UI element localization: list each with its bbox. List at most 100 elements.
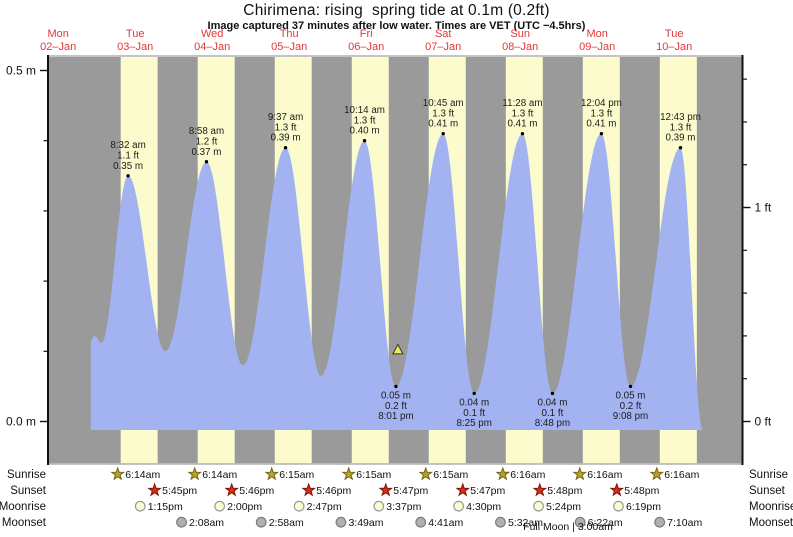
high-tide-dot xyxy=(204,160,209,164)
moonrise-circle-icon xyxy=(373,500,385,512)
high-tide-time-label: 8:58 am xyxy=(189,126,224,137)
day-name-label: Mon xyxy=(586,28,607,40)
moonrise-time: 5:24pm xyxy=(546,501,581,513)
high-tide-m-label: 0.41 m xyxy=(508,119,538,130)
moonset-time: 2:08am xyxy=(189,517,224,529)
chart-subtitle: Image captured 37 minutes after low wate… xyxy=(207,20,586,32)
sunset-time: 5:45pm xyxy=(162,485,197,497)
moonrise-circle-icon xyxy=(134,500,146,512)
day-date-label: 10–Jan xyxy=(656,41,692,53)
high-tide-time-label: 8:32 am xyxy=(110,140,145,151)
moonrise-circle-icon xyxy=(453,500,465,512)
day-date-label: 09–Jan xyxy=(579,41,615,53)
sunrise-time: 6:15am xyxy=(433,469,468,481)
day-name-label: Mon xyxy=(47,28,68,40)
high-tide-time-label: 10:14 am xyxy=(344,105,385,116)
moonset-time: 2:58am xyxy=(269,517,304,529)
day-name-label: Sun xyxy=(510,28,530,40)
high-tide-time-label: 12:04 pm xyxy=(581,98,622,109)
moonrise-time: 2:00pm xyxy=(227,501,262,513)
low-tide-dot xyxy=(550,391,555,396)
moonset-time: 5:32am xyxy=(508,517,543,529)
sunset-star-icon xyxy=(301,482,317,497)
sunrise-time: 6:15am xyxy=(356,469,391,481)
moonrise-circle-icon xyxy=(293,500,305,512)
row-label-left-sunset: Sunset xyxy=(10,485,47,497)
sunrise-star-icon xyxy=(110,466,126,481)
high-tide-dot xyxy=(283,146,288,150)
high-tide-m-label: 0.39 m xyxy=(271,133,301,144)
high-tide-time-label: 12:43 pm xyxy=(660,112,701,123)
row-label-left-sunrise: Sunrise xyxy=(7,469,46,481)
high-tide-ft-label: 1.3 ft xyxy=(275,122,297,133)
left-axis-tick-label: 0.0 m xyxy=(6,415,36,429)
row-label-right-moonset: Moonset xyxy=(749,517,793,529)
row-label-right-sunset: Sunset xyxy=(749,485,786,497)
high-tide-m-label: 0.37 m xyxy=(191,147,221,158)
sunrise-star-icon xyxy=(572,466,588,481)
sunrise-time: 6:15am xyxy=(279,469,314,481)
sunrise-star-icon xyxy=(187,466,203,481)
sunset-time: 5:48pm xyxy=(624,485,659,497)
sunset-time: 5:47pm xyxy=(470,485,505,497)
low-tide-m-label: 0.05 m xyxy=(616,390,646,401)
sunrise-star-icon xyxy=(649,466,665,481)
sunrise-time: 6:14am xyxy=(202,469,237,481)
high-tide-m-label: 0.41 m xyxy=(586,119,616,130)
row-label-right-moonrise: Moonrise xyxy=(749,501,793,513)
moonrise-circle-icon xyxy=(613,500,624,512)
day-date-label: 05–Jan xyxy=(271,41,307,53)
sunset-star-icon xyxy=(609,482,625,497)
high-tide-ft-label: 1.3 ft xyxy=(670,122,692,133)
moonset-circle-icon xyxy=(654,516,666,528)
day-name-label: Sat xyxy=(435,28,452,40)
day-name-label: Thu xyxy=(280,28,299,40)
day-date-label: 04–Jan xyxy=(194,41,230,53)
sunset-time: 5:47pm xyxy=(393,485,428,497)
left-axis-tick-label: 0.5 m xyxy=(6,64,36,78)
high-tide-ft-label: 1.1 ft xyxy=(117,150,139,161)
moonset-circle-icon xyxy=(335,516,347,528)
low-tide-m-label: 0.04 m xyxy=(537,397,567,408)
low-tide-m-label: 0.04 m xyxy=(459,397,489,408)
low-tide-ft-label: 0.1 ft xyxy=(463,408,485,419)
moonrise-time: 6:19pm xyxy=(626,501,661,513)
high-tide-ft-label: 1.3 ft xyxy=(432,108,454,119)
sunset-star-icon xyxy=(147,482,162,497)
moonset-circle-icon xyxy=(495,516,506,528)
low-tide-ft-label: 0.1 ft xyxy=(542,408,564,419)
low-tide-dot xyxy=(628,384,633,389)
high-tide-dot xyxy=(678,146,683,150)
moonset-circle-icon xyxy=(176,516,187,528)
high-tide-m-label: 0.39 m xyxy=(666,133,696,144)
high-tide-time-label: 10:45 am xyxy=(423,98,464,109)
sunrise-time: 6:14am xyxy=(125,469,160,481)
high-tide-ft-label: 1.3 ft xyxy=(512,108,534,119)
high-tide-m-label: 0.41 m xyxy=(428,119,458,130)
moonset-time: 3:49am xyxy=(348,517,383,529)
low-tide-m-label: 0.05 m xyxy=(381,390,411,401)
sunset-star-icon xyxy=(532,482,548,497)
low-tide-time-label: 8:48 pm xyxy=(535,418,570,429)
day-date-label: 07–Jan xyxy=(425,41,461,53)
day-name-label: Fri xyxy=(360,28,373,40)
sunset-time: 5:46pm xyxy=(239,485,274,497)
sunrise-star-icon xyxy=(264,466,280,481)
high-tide-time-label: 11:28 am xyxy=(502,98,542,109)
day-date-label: 03–Jan xyxy=(117,41,153,53)
moonset-circle-icon xyxy=(415,516,427,528)
moonrise-time: 3:37pm xyxy=(386,501,421,513)
moonrise-time: 1:15pm xyxy=(148,501,183,513)
low-tide-time-label: 8:01 pm xyxy=(378,411,413,422)
low-tide-dot xyxy=(394,384,398,389)
moonrise-time: 4:30pm xyxy=(466,501,501,513)
high-tide-ft-label: 1.2 ft xyxy=(196,136,218,147)
day-name-label: Wed xyxy=(201,28,223,40)
high-tide-ft-label: 1.3 ft xyxy=(591,108,613,119)
high-tide-dot xyxy=(599,131,604,136)
low-tide-dot xyxy=(472,391,476,396)
low-tide-ft-label: 0.2 ft xyxy=(385,401,407,412)
row-label-left-moonrise: Moonrise xyxy=(0,501,46,513)
